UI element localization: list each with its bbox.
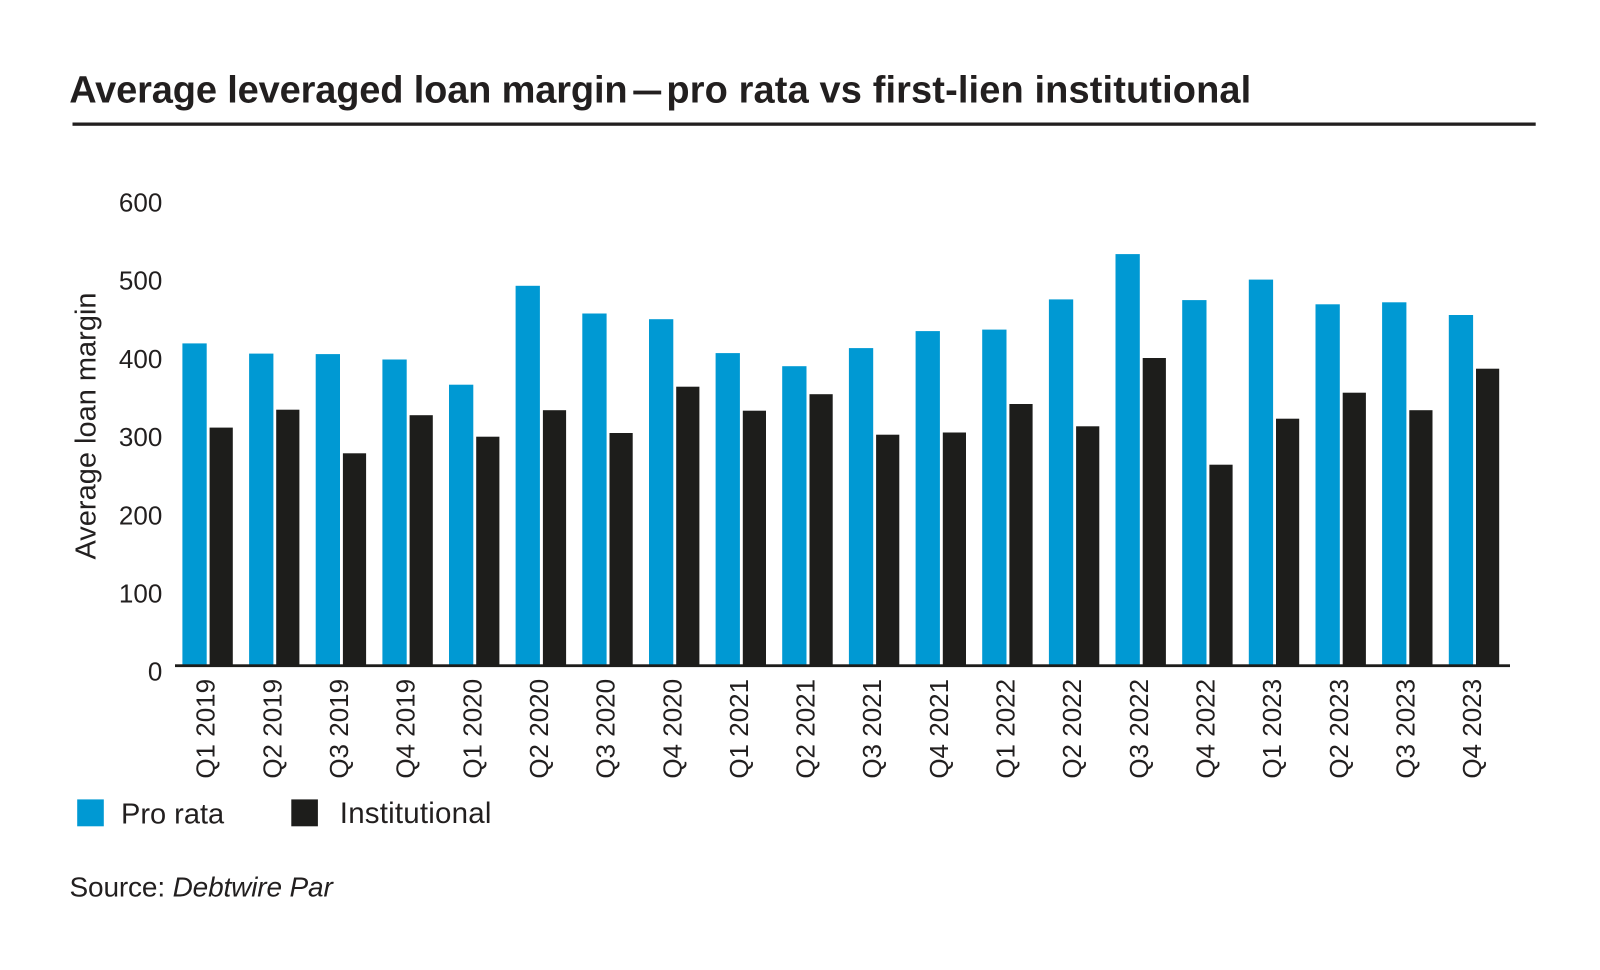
svg-text:Q2 2019: Q2 2019 (257, 679, 287, 779)
svg-text:Q3 2023: Q3 2023 (1390, 679, 1420, 779)
svg-text:500: 500 (119, 266, 162, 296)
svg-text:Q3 2021: Q3 2021 (857, 679, 887, 779)
svg-text:Q4 2019: Q4 2019 (391, 679, 421, 779)
svg-text:Q2 2021: Q2 2021 (791, 679, 821, 779)
svg-text:Average loan margin: Average loan margin (71, 292, 103, 559)
svg-text:400: 400 (119, 344, 162, 374)
svg-text:Q1 2020: Q1 2020 (457, 679, 487, 779)
svg-text:Q2 2023: Q2 2023 (1324, 679, 1354, 779)
svg-text:Institutional: Institutional (340, 797, 492, 830)
svg-text:Q4 2023: Q4 2023 (1457, 679, 1487, 779)
svg-text:Q4 2022: Q4 2022 (1191, 679, 1221, 779)
svg-text:0: 0 (148, 657, 162, 687)
svg-text:Q1 2021: Q1 2021 (724, 679, 754, 779)
svg-text:Q2 2020: Q2 2020 (524, 679, 554, 779)
svg-text:Q3 2019: Q3 2019 (324, 679, 354, 779)
svg-text:100: 100 (119, 579, 162, 609)
svg-text:Q4 2021: Q4 2021 (924, 679, 954, 779)
svg-text:Q1 2022: Q1 2022 (991, 679, 1021, 779)
svg-text:Pro rata: Pro rata (121, 798, 225, 830)
svg-text:600: 600 (119, 188, 162, 218)
svg-text:Q1 2019: Q1 2019 (191, 679, 221, 779)
svg-text:200: 200 (119, 500, 162, 530)
svg-text:Average leveraged loan margin: Average leveraged loan margin (69, 70, 627, 112)
svg-text:Q3 2020: Q3 2020 (591, 679, 621, 779)
svg-text:Q4 2020: Q4 2020 (657, 679, 687, 779)
svg-text:300: 300 (119, 422, 162, 452)
svg-text:Q3 2022: Q3 2022 (1124, 679, 1154, 779)
svg-text:Q2 2022: Q2 2022 (1057, 679, 1087, 779)
svg-text:pro rata vs first-lien institu: pro rata vs first-lien institutional (666, 70, 1251, 112)
svg-text:Q1 2023: Q1 2023 (1257, 679, 1287, 779)
svg-text:Source: Debtwire Par: Source: Debtwire Par (70, 872, 335, 903)
